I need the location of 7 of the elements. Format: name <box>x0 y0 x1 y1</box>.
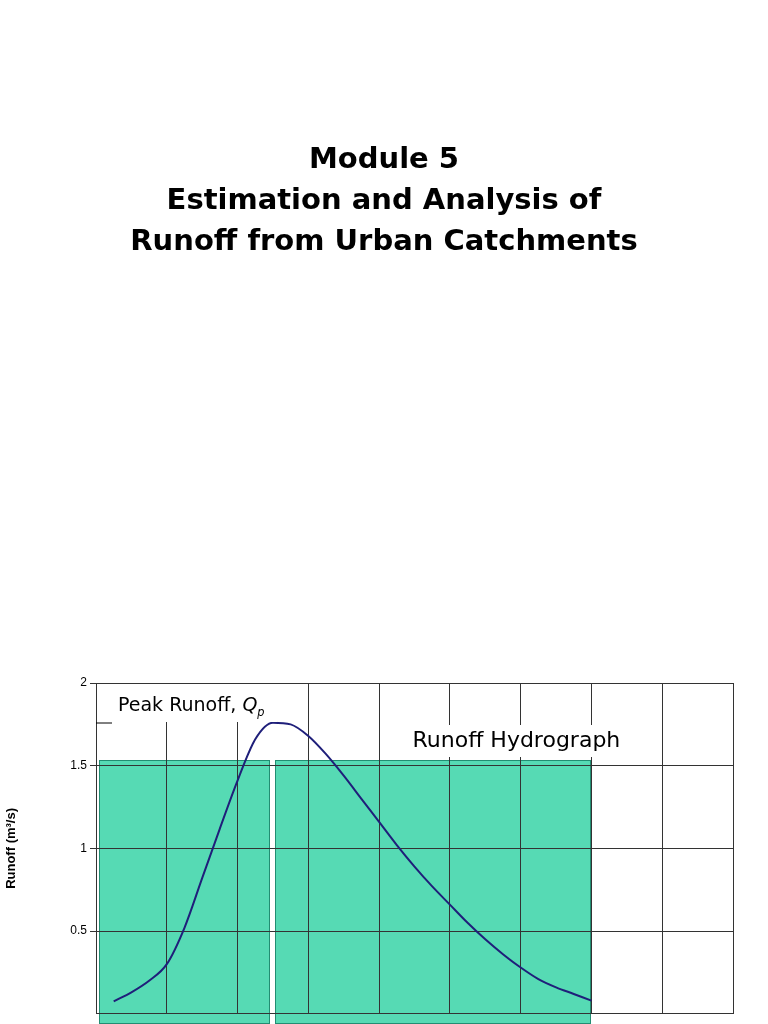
y-axis-title: Runoff (m³/s) <box>3 807 19 889</box>
y-tick-label: 0.5 <box>70 923 88 938</box>
y-tick-label: 1 <box>80 840 88 855</box>
y-tick-label: 1.5 <box>70 758 88 773</box>
chart-title: Module 5 Estimation and Analysis of Runoff from Urban Catchments <box>129 140 639 259</box>
annotation: Runoff Hydrograph <box>412 726 621 752</box>
y-tick-label: 2 <box>80 675 88 690</box>
